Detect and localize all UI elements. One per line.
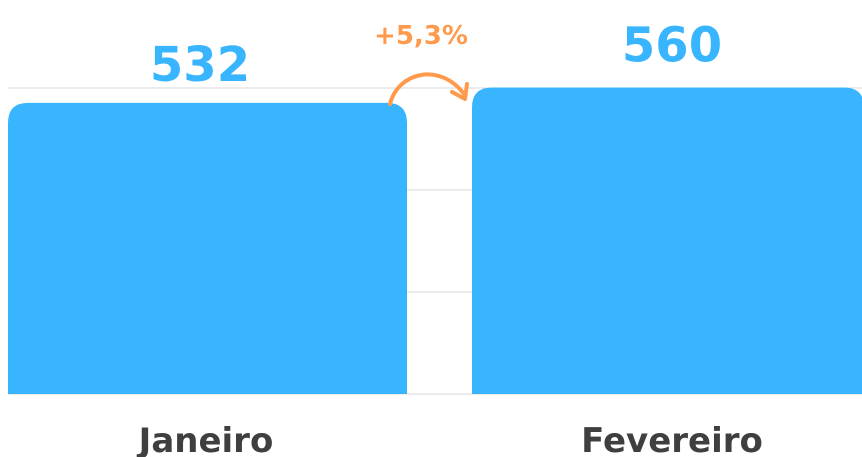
value-label-janeiro: 532 — [150, 37, 250, 93]
change-annotation: +5,3% — [374, 21, 468, 51]
category-labels: Janeiro Fevereiro — [137, 421, 763, 457]
value-labels: 532 560 — [150, 18, 722, 93]
curved-arrow-icon — [388, 72, 466, 106]
value-label-fevereiro: 560 — [622, 18, 722, 74]
arrowhead-icon — [450, 82, 469, 101]
bar-fevereiro — [472, 87, 862, 394]
category-label-fevereiro: Fevereiro — [581, 421, 763, 457]
bar-janeiro — [8, 102, 407, 394]
bars — [8, 87, 862, 394]
category-label-janeiro: Janeiro — [137, 421, 274, 457]
